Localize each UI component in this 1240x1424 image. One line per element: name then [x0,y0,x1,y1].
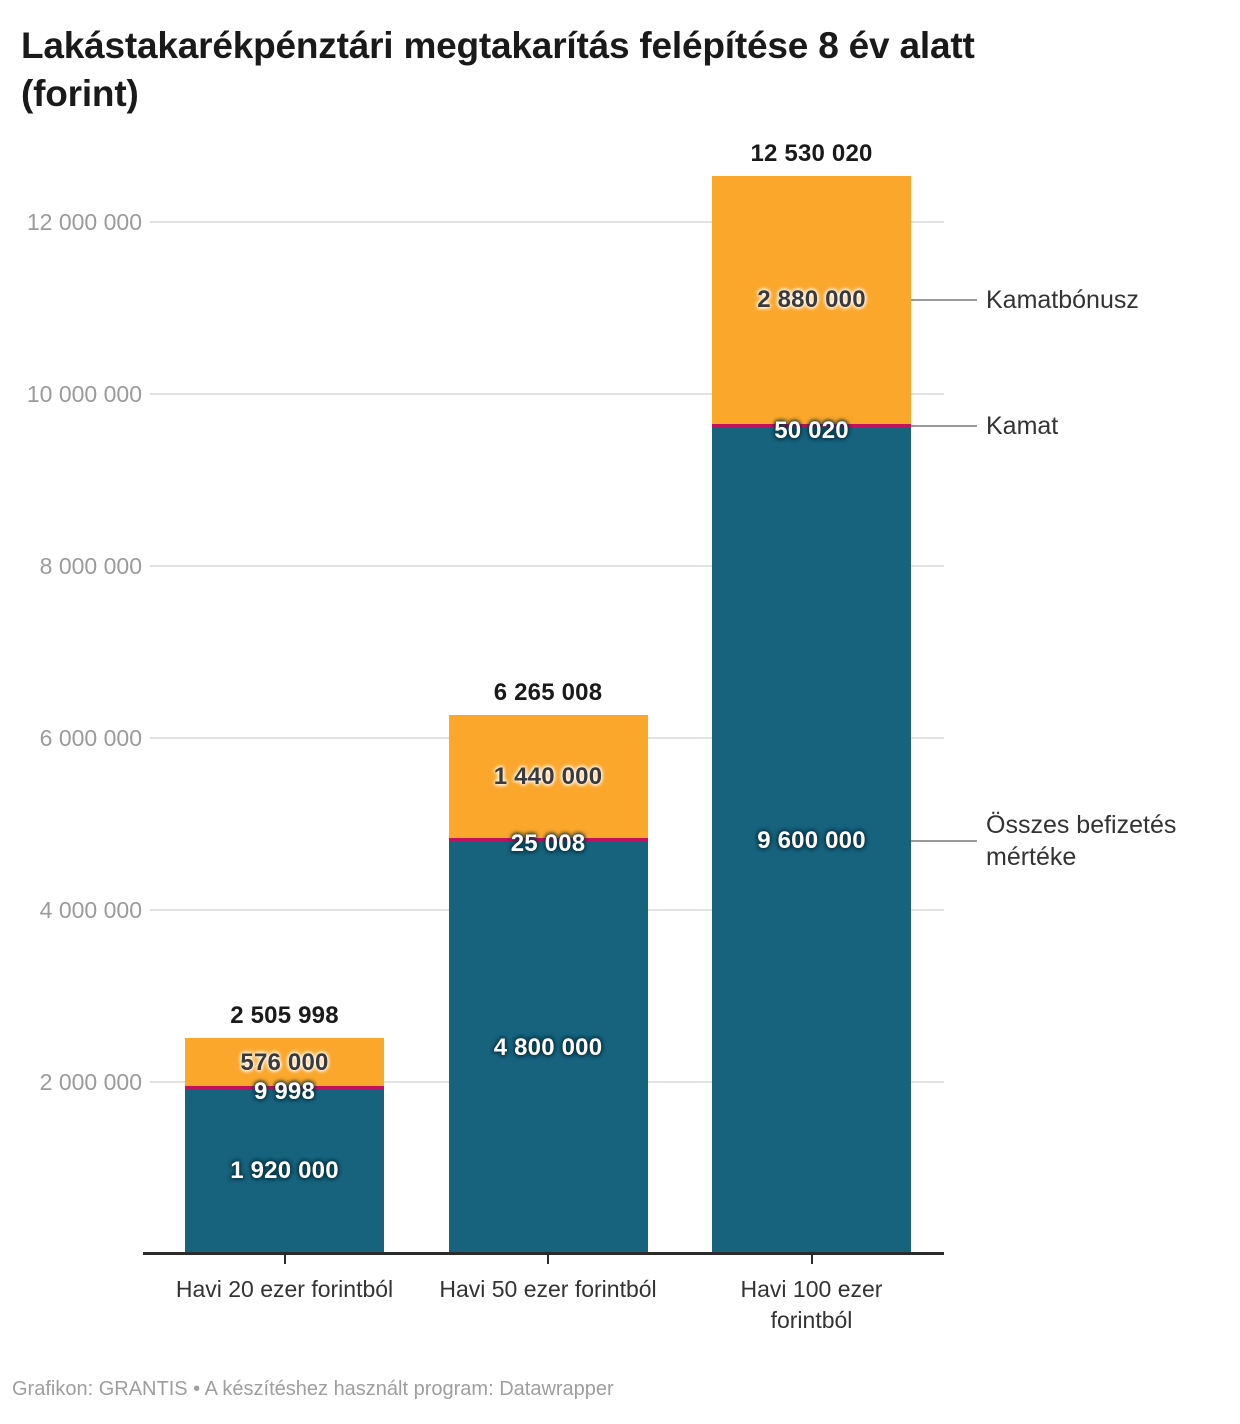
annotation-label: Kamatbónusz [986,286,1139,315]
annotation-connector-line [911,425,977,428]
y-axis-tick-label: 2 000 000 [39,1069,142,1095]
segment-value-label: 25 008 [510,830,586,858]
total-value-label: 12 530 020 [750,140,873,168]
bar-segment-interest [185,1085,384,1089]
y-axis-tick-label: 4 000 000 [39,897,142,923]
bar-segment-deposit [448,841,648,1254]
chart-footer-credit: Grafikon: GRANTIS • A készítéshez haszná… [12,1378,614,1400]
x-axis-tick [283,1255,286,1264]
segment-value-label: 2 880 000 [757,286,866,314]
category-label: Havi 50 ezer forintból [439,1276,657,1302]
annotation-label: Kamat [986,412,1059,441]
x-axis-line [143,1252,944,1255]
annotation-label: Összes befizetés mértéke [986,811,1177,872]
y-grid-line [150,393,944,395]
annotation-connector-line [911,840,977,843]
segment-value-label: 576 000 [240,1049,329,1077]
segment-value-label: 9 998 [253,1077,316,1105]
total-value-label: 6 265 008 [493,679,603,707]
x-axis-tick [810,1255,813,1264]
chart-title-line2: (forint) [21,73,139,114]
bar-segment-deposit [712,428,911,1254]
bar-segment-deposit [185,1088,384,1254]
segment-value-label: 1 440 000 [493,763,603,791]
y-grid-line [150,565,944,567]
annotation-connector-line [911,299,977,302]
bar-segment-interest [712,424,911,429]
total-value-label: 2 505 998 [230,1002,339,1030]
bar-segment-bonus [448,715,648,840]
category-label: Havi 100 ezer forintból [740,1276,883,1333]
segment-value-label: 4 800 000 [493,1033,603,1061]
y-axis-tick-label: 12 000 000 [26,209,142,235]
bar-segment-interest [448,838,648,842]
segment-value-label: 50 020 [774,417,849,445]
category-label: Havi 20 ezer forintból [175,1276,394,1302]
segment-value-label: 1 920 000 [230,1157,339,1185]
y-axis-tick-label: 10 000 000 [26,381,142,407]
y-grid-line [150,221,944,223]
segment-value-label: 9 600 000 [757,827,866,855]
bar-segment-bonus [712,176,911,425]
chart-title: Lakástakarékpénztári megtakarítás felépí… [21,22,1201,118]
bar-segment-bonus [185,1038,384,1088]
y-axis-tick-label: 8 000 000 [39,553,142,579]
chart-title-line1: Lakástakarékpénztári megtakarítás felépí… [21,25,975,66]
x-axis-tick [547,1255,549,1264]
y-axis-tick-label: 6 000 000 [39,725,142,751]
